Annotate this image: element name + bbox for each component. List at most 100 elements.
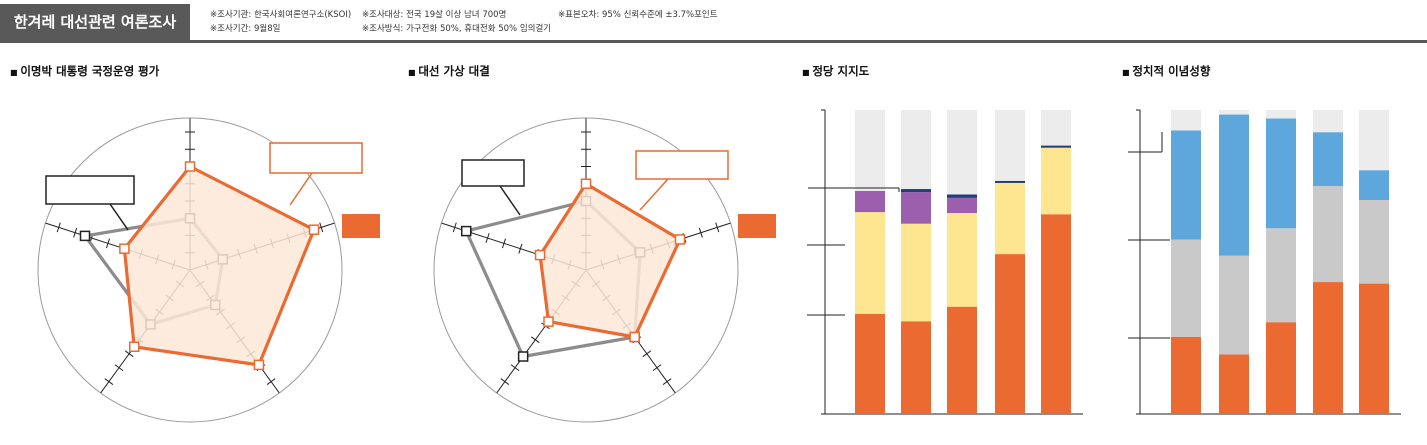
callout-pointer bbox=[499, 185, 521, 216]
radar-chart-1 bbox=[37, 117, 380, 423]
bar-chart-2 bbox=[1128, 109, 1401, 415]
radar-chart-2 bbox=[433, 117, 776, 423]
bar-segment bbox=[1266, 110, 1296, 119]
outer-ring bbox=[37, 117, 343, 423]
data-point-marker bbox=[128, 341, 140, 353]
bar-segment bbox=[1171, 239, 1201, 337]
bar-segment bbox=[855, 110, 885, 191]
bar-segment bbox=[901, 223, 931, 322]
bar-segment bbox=[995, 254, 1025, 414]
callout-pointer bbox=[639, 178, 669, 211]
axis-tick bbox=[518, 243, 523, 254]
axis-tick bbox=[485, 233, 490, 243]
bar-segment bbox=[1359, 199, 1389, 284]
bar-segment bbox=[995, 180, 1025, 183]
bar-segment bbox=[1041, 145, 1071, 148]
data-point-marker bbox=[517, 351, 529, 362]
bar-segment bbox=[947, 197, 977, 214]
bar-segment bbox=[855, 313, 885, 414]
bar-segment bbox=[1266, 118, 1296, 229]
page-title: 한겨레 대선관련 여론조사 bbox=[0, 4, 190, 40]
bar-chart-1 bbox=[807, 109, 1083, 415]
survey-note-method: ※조사방식: 가구전화 50%, 휴대전화 50% 임의걸기 bbox=[362, 24, 552, 34]
callout-box bbox=[269, 142, 363, 174]
bar-segment bbox=[1313, 110, 1343, 133]
bar-segment bbox=[901, 192, 931, 224]
chart-title-ideology: 정치적 이념성향 bbox=[1122, 63, 1210, 79]
bar-segment bbox=[947, 306, 977, 414]
axis-tick bbox=[501, 238, 506, 249]
data-point-marker bbox=[184, 161, 196, 172]
bar-segment bbox=[1171, 130, 1201, 240]
header-divider bbox=[0, 40, 1427, 43]
axis-tick bbox=[652, 364, 662, 372]
chart-title-party: 정당 지지도 bbox=[802, 63, 869, 79]
bar-segment bbox=[1359, 170, 1389, 200]
callout-pointer bbox=[289, 172, 313, 206]
data-point-marker bbox=[629, 331, 640, 343]
data-point-marker bbox=[253, 359, 265, 371]
bar-segment bbox=[1041, 110, 1071, 146]
bar-segment bbox=[1219, 114, 1249, 256]
bar-segment bbox=[995, 110, 1025, 181]
data-point-marker bbox=[119, 243, 130, 254]
axis-tick bbox=[642, 350, 652, 358]
callout-box bbox=[45, 175, 135, 205]
callout-box bbox=[461, 159, 525, 187]
callout-pointer bbox=[109, 203, 129, 231]
outer-ring bbox=[433, 117, 739, 423]
bar-segment bbox=[1266, 228, 1296, 323]
bar-segment bbox=[855, 190, 885, 213]
bar-segment bbox=[947, 110, 977, 195]
bar-segment bbox=[947, 194, 977, 198]
series-line-primary bbox=[538, 182, 682, 339]
bar-segment bbox=[1359, 283, 1389, 414]
bar-segment bbox=[995, 182, 1025, 255]
survey-note-date: ※조사기간: 9월8일 bbox=[210, 24, 281, 34]
axis-tick bbox=[56, 222, 61, 233]
axis-tick bbox=[500, 378, 510, 385]
chart-title-approval: 이명박 대통령 국정운영 평가 bbox=[10, 63, 159, 79]
bar-segment bbox=[1313, 282, 1343, 414]
bar-segment bbox=[855, 212, 885, 314]
data-point-marker bbox=[580, 178, 592, 189]
axis-tick bbox=[104, 378, 114, 385]
axis-tick bbox=[266, 378, 276, 385]
highlight-axis-box bbox=[342, 214, 380, 238]
bar-segment bbox=[901, 321, 931, 414]
bar-segment bbox=[1041, 147, 1071, 215]
data-point-marker bbox=[79, 230, 91, 242]
data-point-marker bbox=[460, 225, 472, 237]
bar-segment bbox=[1219, 110, 1249, 115]
bar-segment bbox=[901, 189, 931, 193]
axis-tick bbox=[698, 227, 703, 238]
axis-tick bbox=[530, 336, 540, 344]
bar-segment bbox=[901, 110, 931, 190]
axis-tick bbox=[662, 378, 672, 385]
survey-note-error: ※표본오차: 95% 신뢰수준에 ±3.7%포인트 bbox=[558, 10, 718, 20]
data-point-marker bbox=[534, 249, 546, 261]
axis-tick bbox=[452, 222, 457, 233]
callout-box bbox=[635, 150, 729, 180]
bar-segment bbox=[1219, 354, 1249, 414]
data-point-marker bbox=[543, 316, 554, 327]
axis-tick bbox=[510, 364, 520, 372]
highlight-axis-box bbox=[738, 214, 776, 238]
bar-segment bbox=[1171, 336, 1201, 414]
data-point-marker bbox=[674, 234, 686, 245]
survey-note-sample: ※조사대상: 전국 19살 이상 남녀 700명 bbox=[362, 10, 507, 20]
data-point-marker bbox=[308, 224, 320, 235]
bar-segment bbox=[1041, 214, 1071, 414]
axis-tick bbox=[73, 227, 78, 238]
chart-title-matchup: 대선 가상 대결 bbox=[408, 63, 490, 79]
bar-segment bbox=[1313, 186, 1343, 283]
survey-note-agency: ※조사기관: 한국사회여론연구소(KSOI) bbox=[210, 10, 352, 20]
bar-segment bbox=[1171, 110, 1201, 131]
axis-tick bbox=[124, 350, 134, 358]
axis-tick bbox=[105, 238, 110, 249]
bar-segment bbox=[947, 213, 977, 307]
axis-tick bbox=[319, 222, 324, 233]
bar-segment bbox=[1219, 255, 1249, 355]
